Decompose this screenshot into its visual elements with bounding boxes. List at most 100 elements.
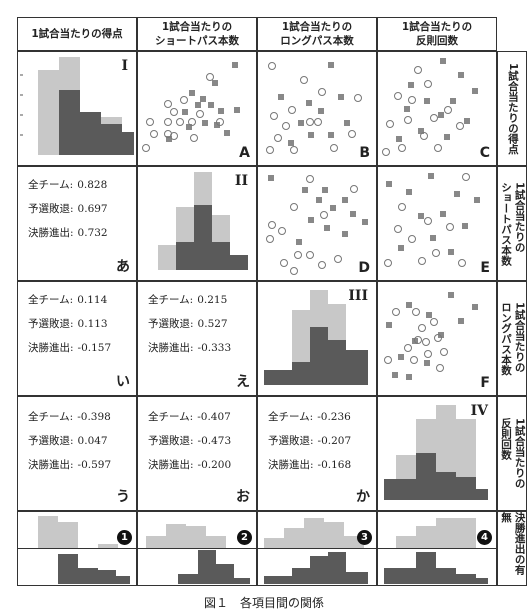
corr-o-pre: 予選敗退: -0.473 <box>148 433 231 448</box>
final-long-dark-2 <box>292 568 310 584</box>
figure-caption: 図１ 各項目間の関係 <box>203 596 324 610</box>
corr-label-i: い <box>116 374 130 390</box>
hist-goals-dark-1 <box>59 90 80 155</box>
corr-o-pre-key: 予選敗退: <box>148 435 194 447</box>
corr-panel-o: 全チーム: -0.407 予選敗退: -0.473 決勝進出: -0.200 お <box>137 396 257 511</box>
final-goals-dark-2 <box>78 568 98 584</box>
final-short-dark-3 <box>216 564 234 584</box>
scatter-panel-A: A <box>137 51 257 166</box>
row-header-goals: 1試合当たりの得点 <box>497 51 527 166</box>
corr-u-fin-key: 決勝進出: <box>28 459 74 471</box>
hist-goals-dark-4 <box>122 132 134 155</box>
final-goals-light-3 <box>98 544 118 548</box>
badge-2: 2 <box>237 530 252 545</box>
final-long-light-1 <box>264 538 284 548</box>
hist-panel-short-pass: II <box>137 166 257 281</box>
final-short-light-4 <box>206 536 226 548</box>
hist-fouls-dark-1 <box>384 479 416 500</box>
scatter-F-svg <box>384 292 478 380</box>
corr-a-pre-key: 予選敗退: <box>28 203 74 215</box>
hist-long-dark-3 <box>310 327 328 385</box>
scatter-B-squares <box>278 62 350 146</box>
corr-a-fin-value: 0.732 <box>77 227 108 239</box>
final-long-svg <box>258 518 376 584</box>
final-fouls-dark-2 <box>416 552 436 584</box>
scatter-label-D: D <box>358 260 370 276</box>
hist-short-light-1 <box>158 245 176 270</box>
corr-u-all-key: 全チーム: <box>28 411 74 423</box>
corr-panel-i: 全チーム: 0.114 予選敗退: 0.113 決勝進出: -0.157 い <box>17 281 137 396</box>
final-fouls-light-3 <box>436 518 456 548</box>
corr-a-fin: 決勝進出: 0.732 <box>28 225 108 240</box>
corr-label-a: あ <box>116 259 130 275</box>
corr-panel-ka: 全チーム: -0.236 予選敗退: -0.207 決勝進出: -0.168 か <box>257 396 377 511</box>
corr-u-all: 全チーム: -0.398 <box>28 409 111 424</box>
scatter-label-A: A <box>239 145 250 161</box>
final-fouls-light-4 <box>456 518 476 548</box>
row-header-fouls: 1試合当たりの 反則回数 <box>497 396 527 511</box>
corr-e-pre-key: 予選敗退: <box>148 318 194 330</box>
corr-a-fin-key: 決勝進出: <box>28 227 74 239</box>
final-fouls-light-2 <box>416 526 436 548</box>
row-header-goals-text: 1試合当たりの得点 <box>506 62 519 155</box>
hist-goals-dark-2 <box>80 112 101 155</box>
corr-panel-u: 全チーム: -0.398 予選敗退: 0.047 決勝進出: -0.597 う <box>17 396 137 511</box>
scatter-panel-E: E <box>377 166 497 281</box>
scatter-A-circles <box>142 73 224 152</box>
hist-fouls-dark-2 <box>416 453 436 500</box>
scatter-E-squares <box>386 173 480 255</box>
corr-o-fin-key: 決勝進出: <box>148 459 194 471</box>
corr-ka-pre-key: 予選敗退: <box>268 435 314 447</box>
corr-e-fin-value: -0.333 <box>197 342 232 354</box>
final-goals-svg <box>18 516 136 584</box>
hist-short-dark-3 <box>212 242 230 270</box>
scatter-D-svg <box>266 175 368 275</box>
corr-e-fin-key: 決勝進出: <box>148 342 194 354</box>
hist-short-dark-1 <box>176 242 194 270</box>
corr-ka-fin: 決勝進出: -0.168 <box>268 457 351 472</box>
hist-panel-goals: I <box>17 51 137 166</box>
corr-label-e: え <box>236 374 250 390</box>
corr-i-pre-value: 0.113 <box>77 318 108 330</box>
corr-u-fin: 決勝進出: -0.597 <box>28 457 111 472</box>
scatter-B-svg <box>266 62 362 154</box>
col-header-fouls-text: 1試合当たりの 反則回数 <box>401 20 473 47</box>
hist-long-svg <box>264 290 368 385</box>
hist-goals-axis-ticks <box>20 74 23 136</box>
final-fouls-svg <box>378 518 496 584</box>
scatter-C-svg <box>382 58 478 156</box>
final-short-light-1 <box>146 536 166 548</box>
final-long-light-2 <box>284 528 304 548</box>
final-goals-dark-4 <box>116 576 130 584</box>
final-hist-goals: 1 <box>17 511 137 586</box>
scatter-D-squares <box>268 175 368 245</box>
corr-e-fin: 決勝進出: -0.333 <box>148 340 231 355</box>
hist-long-dark-2 <box>292 362 310 385</box>
corr-label-ka: か <box>356 489 370 505</box>
corr-i-pre: 予選敗退: 0.113 <box>28 316 108 331</box>
row-header-fouls-text: 1試合当たりの 反則回数 <box>500 418 526 489</box>
final-short-light-2 <box>166 524 186 548</box>
corr-ka-fin-value: -0.168 <box>317 459 352 471</box>
row-header-final: 決勝進出の有無 <box>497 511 527 586</box>
final-hist-short: 2 <box>137 511 257 586</box>
final-hist-fouls: 4 <box>377 511 497 586</box>
scatter-label-C: C <box>479 145 490 161</box>
hist-fouls-svg <box>384 405 488 500</box>
hist-goals-svg <box>20 57 134 155</box>
scatter-C-squares <box>396 58 478 142</box>
final-long-dark-3 <box>310 556 328 584</box>
corr-e-pre: 予選敗退: 0.527 <box>148 316 228 331</box>
hist-short-dark-4 <box>230 255 248 270</box>
col-header-short-pass: 1試合当たりの ショートパス本数 <box>137 17 257 51</box>
final-long-light-3 <box>304 518 324 548</box>
final-short-dark-2 <box>198 550 216 584</box>
corr-ka-pre: 予選敗退: -0.207 <box>268 433 351 448</box>
corr-i-fin-value: -0.157 <box>77 342 112 354</box>
col-header-long-pass-text: 1試合当たりの ロングパス本数 <box>280 20 354 47</box>
corr-e-all-value: 0.215 <box>197 294 228 306</box>
scatter-F-squares <box>386 292 478 380</box>
corr-i-fin-key: 決勝進出: <box>28 342 74 354</box>
corr-a-pre-value: 0.697 <box>77 203 108 215</box>
corr-o-all: 全チーム: -0.407 <box>148 409 231 424</box>
